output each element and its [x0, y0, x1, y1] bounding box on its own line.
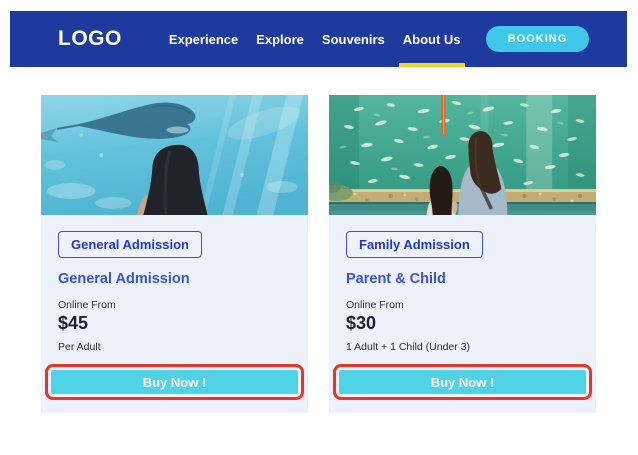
card-photo-container	[329, 95, 596, 215]
stingray-silhouette	[56, 102, 196, 139]
buy-now-red-highlight: Buy Now !	[333, 364, 592, 400]
price-value: $30	[346, 313, 377, 333]
nav-item-label: Explore	[256, 31, 304, 47]
woman-silhouette	[137, 144, 208, 215]
nav-item-label: About Us	[402, 31, 461, 47]
price-unit: Per Adult	[58, 341, 101, 353]
card-body: General Admission General Admission Onli…	[41, 215, 308, 413]
aquarium-stingray-photo	[41, 95, 308, 215]
buy-now-button[interactable]: Buy Now !	[339, 370, 586, 394]
category-badge: Family Admission	[346, 231, 483, 258]
orange-rope	[441, 95, 446, 135]
booking-button[interactable]: BOOKING	[486, 26, 589, 52]
ticket-title: General Admission	[58, 271, 190, 287]
nav-item-experience[interactable]: Experience	[160, 11, 247, 67]
category-badge: General Admission	[58, 231, 202, 258]
ticket-card-family-admission: Family Admission Parent & Child Online F…	[329, 95, 596, 413]
aquarium-family-photo	[329, 95, 596, 215]
nav-item-label: Experience	[168, 31, 239, 47]
active-tab-underline	[398, 63, 465, 67]
main-nav: Experience Explore Souvenirs About Us	[160, 11, 470, 67]
nav-item-souvenirs[interactable]: Souvenirs	[313, 11, 394, 67]
light-shafts	[45, 95, 308, 215]
buy-now-red-highlight: Buy Now !	[45, 364, 304, 400]
buy-now-button[interactable]: Buy Now !	[51, 370, 298, 394]
nav-item-label: Souvenirs	[321, 31, 385, 47]
site-logo[interactable]: LOGO	[58, 27, 122, 50]
fish-school-faint	[339, 111, 564, 171]
fish-tail-silhouette	[41, 128, 59, 142]
price-label: Online From	[58, 299, 116, 311]
ticket-title: Parent & Child	[346, 271, 446, 287]
ticket-cards: General Admission General Admission Onli…	[0, 95, 638, 413]
adult-silhouette	[458, 131, 508, 215]
price-unit: 1 Adult + 1 Child (Under 3)	[346, 341, 471, 353]
child-silhouette	[426, 166, 458, 215]
ticket-card-general-admission: General Admission General Admission Onli…	[41, 95, 308, 413]
card-photo-container	[41, 95, 308, 215]
price-label: Online From	[346, 299, 404, 311]
top-navbar: LOGO Experience Explore Souvenirs About …	[10, 11, 627, 67]
card-body: Family Admission Parent & Child Online F…	[329, 215, 596, 413]
nav-item-explore[interactable]: Explore	[247, 11, 313, 67]
price-value: $45	[58, 313, 89, 333]
nav-item-about-us[interactable]: About Us	[394, 11, 470, 67]
